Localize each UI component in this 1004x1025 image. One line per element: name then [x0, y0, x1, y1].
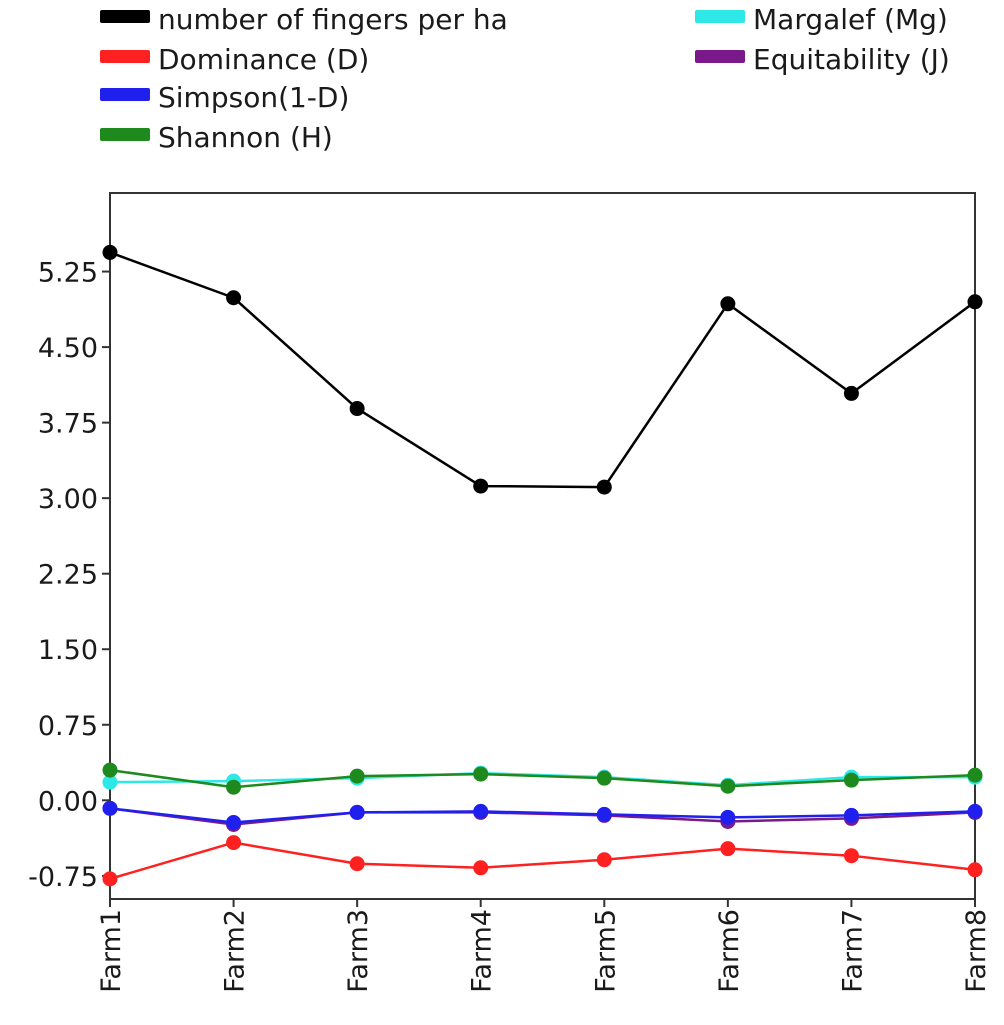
x-tick-label: Farm3 — [343, 909, 374, 993]
legend-item-simpson-1-d: Simpson(1-D) — [100, 81, 349, 114]
x-tick-label: Farm2 — [220, 909, 251, 993]
legend-swatch-equitability-j — [695, 50, 745, 63]
data-point-dominance-d — [596, 852, 612, 868]
data-point-number-of-fingers-per-ha — [843, 385, 859, 401]
data-point-shannon-h — [843, 772, 859, 788]
x-tick-label: Farm6 — [714, 909, 745, 993]
data-point-number-of-fingers-per-ha — [349, 401, 365, 417]
legend-label: Dominance (D) — [158, 43, 369, 76]
data-point-shannon-h — [596, 770, 612, 786]
series-layer — [102, 244, 983, 887]
legend-swatch-shannon-h — [100, 128, 150, 141]
data-point-dominance-d — [473, 860, 489, 876]
axes: 5.25 4.50 3.75 3.00 2.25 1.50 0.75 0.00 -0.75 Far… — [28, 192, 992, 993]
data-point-dominance-d — [349, 856, 365, 872]
legend-item-dominance-d: Dominance (D) — [100, 43, 369, 76]
data-point-shannon-h — [102, 762, 118, 778]
series-line-number-of-fingers-per-ha — [109, 251, 976, 489]
series-dominance-d — [102, 835, 983, 887]
data-point-margalef-mg — [102, 774, 118, 790]
data-point-shannon-h — [349, 768, 365, 784]
y-tick-label: 3.00 — [38, 484, 98, 515]
data-point-number-of-fingers-per-ha — [102, 244, 118, 260]
series-line-shannon-h — [109, 768, 976, 789]
data-point-simpson-1-d — [967, 803, 983, 819]
legend-swatch-margalef-mg — [695, 10, 745, 23]
data-point-shannon-h — [967, 767, 983, 783]
y-tick-label: 1.50 — [38, 635, 98, 666]
x-tick-label: Farm8 — [961, 909, 992, 993]
data-point-number-of-fingers-per-ha — [473, 478, 489, 494]
data-point-simpson-1-d — [720, 809, 736, 825]
data-point-dominance-d — [226, 835, 242, 851]
legend-swatch-simpson-1-d — [100, 88, 150, 101]
x-tick-label: Farm4 — [467, 909, 498, 993]
legend-swatch-dominance-d — [100, 50, 150, 63]
legend-item-equitability-j: Equitability (J) — [695, 43, 950, 76]
y-tick-label: 0.00 — [38, 786, 98, 817]
y-tick-label: 2.25 — [38, 560, 98, 591]
data-point-number-of-fingers-per-ha — [226, 290, 242, 306]
series-simpson-1-d — [102, 800, 983, 830]
y-tick-label: -0.75 — [28, 862, 98, 893]
y-tick-label: 3.75 — [38, 409, 98, 440]
data-point-number-of-fingers-per-ha — [596, 479, 612, 495]
y-tick-label: 0.75 — [38, 711, 98, 742]
series-shannon-h — [102, 762, 983, 795]
data-point-simpson-1-d — [473, 803, 489, 819]
legend-label: Equitability (J) — [753, 43, 950, 76]
legend-label: Shannon (H) — [158, 121, 333, 154]
series-line-dominance-d — [109, 841, 976, 881]
data-point-dominance-d — [102, 871, 118, 887]
legend-label: Simpson(1-D) — [158, 81, 349, 114]
legend-item-number-of-fingers-per-ha: number of fingers per ha — [100, 3, 508, 36]
legend-swatch-number-of-fingers-per-ha — [100, 10, 150, 23]
series-number-of-fingers-per-ha — [102, 244, 983, 495]
y-tick-label: 5.25 — [38, 258, 98, 289]
x-tick-label: Farm1 — [96, 909, 127, 993]
x-tick-label: Farm7 — [837, 909, 868, 993]
x-tick-label: Farm5 — [590, 909, 621, 993]
legend-item-shannon-h: Shannon (H) — [100, 121, 333, 154]
legend-label: Margalef (Mg) — [753, 3, 948, 36]
plot-area-frame — [109, 192, 976, 900]
data-point-dominance-d — [967, 862, 983, 878]
data-point-simpson-1-d — [102, 800, 118, 816]
data-point-dominance-d — [720, 841, 736, 857]
data-point-number-of-fingers-per-ha — [720, 296, 736, 312]
legend-label: number of fingers per ha — [158, 3, 508, 36]
series-line-simpson-1-d — [109, 807, 976, 824]
legend: number of fingers per ha Dominance (D) Sim… — [100, 3, 950, 154]
legend-item-margalef-mg: Margalef (Mg) — [695, 3, 948, 36]
data-point-dominance-d — [843, 848, 859, 864]
data-point-shannon-h — [720, 778, 736, 794]
data-point-simpson-1-d — [596, 806, 612, 822]
y-tick-label: 4.50 — [38, 333, 98, 364]
data-point-number-of-fingers-per-ha — [967, 294, 983, 310]
data-point-shannon-h — [473, 766, 489, 782]
data-point-simpson-1-d — [843, 807, 859, 823]
data-point-simpson-1-d — [349, 804, 365, 820]
data-point-simpson-1-d — [226, 814, 242, 830]
data-point-shannon-h — [226, 779, 242, 795]
